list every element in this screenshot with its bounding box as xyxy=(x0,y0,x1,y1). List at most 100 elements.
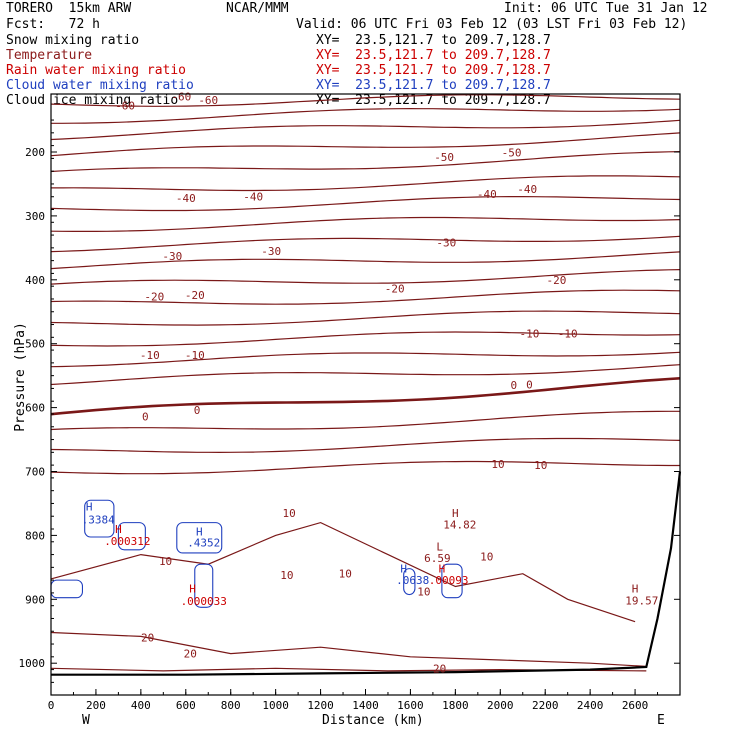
extremum-label: L xyxy=(436,540,443,553)
extremum-label: 19.57 xyxy=(625,595,658,608)
isotherm-line xyxy=(50,94,681,107)
contour-label: 10 xyxy=(280,569,293,582)
x-tick-label: 1600 xyxy=(397,699,424,712)
contour-label: -10 xyxy=(558,327,578,340)
isotherm-line xyxy=(50,235,681,253)
contour-label: -60 xyxy=(198,94,218,107)
extremum-label: H xyxy=(196,526,203,539)
contour-label: 20 xyxy=(141,632,154,645)
cloud-water-contour xyxy=(194,563,214,608)
isotherm-line xyxy=(50,364,681,386)
y-tick-label: 500 xyxy=(25,338,45,351)
legend-temperature-label: Temperature xyxy=(6,48,93,63)
contour-label: -20 xyxy=(144,290,164,303)
legend-cloud-water-xy: XY= 23.5,121.7 to 209.7,128.7 xyxy=(316,78,551,93)
extremum-label: H xyxy=(115,523,122,536)
y-tick-label: 1000 xyxy=(19,657,46,670)
isotherm-line xyxy=(50,351,681,368)
legend-snow-xy: XY= 23.5,121.7 to 209.7,128.7 xyxy=(316,33,551,48)
contour-label: 10 xyxy=(282,507,295,520)
isotherm-line xyxy=(50,377,681,416)
cloud-water-contour xyxy=(176,522,223,554)
isotherm-line xyxy=(50,289,681,305)
legend-snow-label: Snow mixing ratio xyxy=(6,33,140,48)
contour-label: 10 xyxy=(534,459,547,472)
forecast-hour: Fcst: 72 h xyxy=(6,17,100,32)
cloud-water-contour xyxy=(50,579,84,599)
contour-label: -10 xyxy=(140,349,160,362)
y-tick-label: 200 xyxy=(25,146,45,159)
extremum-label: .000312 xyxy=(104,535,150,548)
contour-label: -50 xyxy=(502,147,522,160)
isotherm-line xyxy=(51,175,681,192)
y-tick-label: 700 xyxy=(25,466,45,479)
contour-label: -50 xyxy=(434,151,454,164)
extremum-label: H xyxy=(86,501,93,514)
valid-time: Valid: 06 UTC Fri 03 Feb 12 (03 LST Fri … xyxy=(296,17,688,32)
contour-label: 0 xyxy=(194,404,201,417)
contour-label: -30 xyxy=(261,245,281,258)
x-axis-start-label: W xyxy=(82,713,90,728)
extremum-label: 6.59 xyxy=(424,552,451,565)
legend-rain-xy: XY= 23.5,121.7 to 209.7,128.7 xyxy=(316,63,551,78)
isotherm-line xyxy=(50,310,681,326)
cloud-water-contour xyxy=(84,499,115,538)
isotherm-line xyxy=(50,216,681,232)
isotherm-line xyxy=(50,196,681,212)
y-tick-label: 800 xyxy=(25,529,45,542)
y-tick-label: 900 xyxy=(25,593,45,606)
isotherm-line xyxy=(50,437,681,454)
extremum-label: .0638 xyxy=(396,574,429,587)
contour-label: 0 xyxy=(526,379,533,392)
contour-label: 0 xyxy=(142,411,149,424)
plot-frame xyxy=(50,93,681,696)
x-tick-label: 2400 xyxy=(577,699,604,712)
x-tick-label: 0 xyxy=(48,699,55,712)
extremum-label: H xyxy=(632,582,639,595)
y-tick-label: 400 xyxy=(25,274,45,287)
isotherm-line xyxy=(50,410,680,431)
contour-label: 0 xyxy=(510,379,517,392)
isotherm-line xyxy=(50,132,681,157)
x-tick-label: 200 xyxy=(86,699,106,712)
contour-label: 10 xyxy=(339,568,352,581)
contour-label: -40 xyxy=(477,188,497,201)
isotherm-line xyxy=(51,107,681,124)
x-axis-end-label: E xyxy=(657,713,665,728)
contour-labels: -60 -60 -60 -50 -50 -40 -40 -40 -40 -30 -30 -30 -20 -… xyxy=(82,90,659,675)
contour-label: -10 xyxy=(520,327,540,340)
legend-cloud-water-label: Cloud water mixing ratio xyxy=(6,78,194,93)
x-tick-label: 600 xyxy=(176,699,196,712)
extremum-label: 14.82 xyxy=(443,519,476,532)
cloud-water-contour xyxy=(403,568,416,596)
extremum-label: H xyxy=(452,507,459,520)
extremum-label: .00093 xyxy=(429,574,469,587)
legend-temperature-xy: XY= 23.5,121.7 to 209.7,128.7 xyxy=(316,48,551,63)
isotherm-line xyxy=(50,331,681,347)
contour-label: -40 xyxy=(517,183,537,196)
legend-rain-label: Rain water mixing ratio xyxy=(6,63,187,78)
x-tick-label: 2200 xyxy=(532,699,559,712)
x-tick-label: 2600 xyxy=(622,699,649,712)
x-tick-label: 2000 xyxy=(487,699,514,712)
isotherm-line xyxy=(50,119,681,141)
contour-label: -40 xyxy=(243,191,263,204)
contour-label: 20 xyxy=(184,648,197,661)
contour-label: -40 xyxy=(176,192,196,205)
legend-cloud-ice-label: Cloud ice mixing ratio xyxy=(6,93,179,108)
contour-label: -60 xyxy=(171,90,191,103)
cloud-water-contour xyxy=(117,522,146,551)
x-tick-label: 1400 xyxy=(352,699,379,712)
x-tick-label: 1200 xyxy=(307,699,334,712)
contour-label: -30 xyxy=(436,237,456,250)
isotherm-line xyxy=(50,521,636,623)
isotherm-line xyxy=(50,251,681,270)
x-tick-label: 1800 xyxy=(442,699,469,712)
init-time: Init: 06 UTC Tue 31 Jan 12 xyxy=(504,1,708,16)
isotherm-line xyxy=(50,269,681,285)
contour-label: -20 xyxy=(385,283,405,296)
extremum-label: .4352 xyxy=(187,536,220,549)
x-tick-label: 1000 xyxy=(262,699,289,712)
